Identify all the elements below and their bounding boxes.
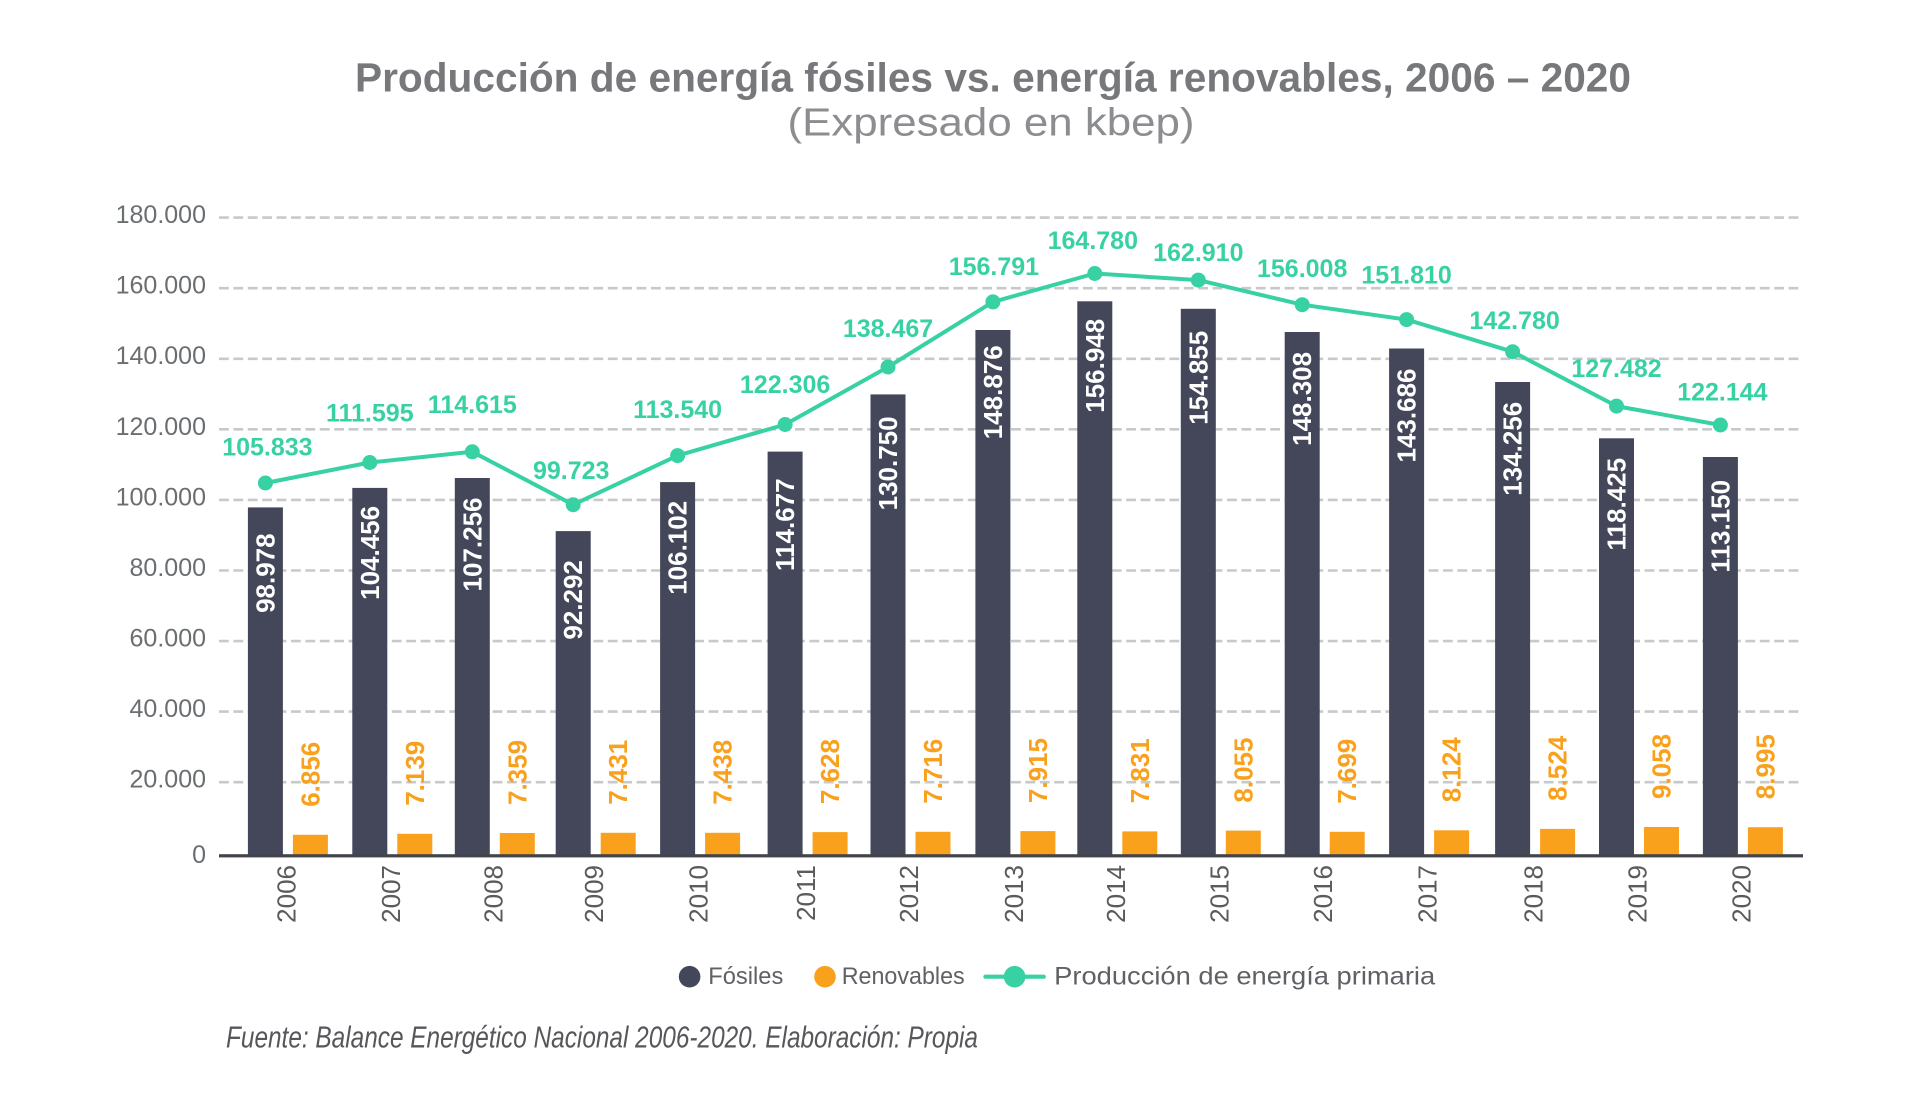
svg-text:130.750: 130.750 xyxy=(873,416,903,510)
svg-text:151.810: 151.810 xyxy=(1361,262,1451,290)
svg-text:7.831: 7.831 xyxy=(1125,738,1155,803)
svg-text:98.978: 98.978 xyxy=(250,533,280,613)
svg-text:2013: 2013 xyxy=(999,865,1029,923)
svg-text:140.000: 140.000 xyxy=(116,342,206,370)
svg-text:8.995: 8.995 xyxy=(1750,734,1780,799)
svg-text:2007: 2007 xyxy=(376,865,406,923)
svg-text:154.855: 154.855 xyxy=(1183,331,1213,425)
svg-text:2016: 2016 xyxy=(1308,865,1338,923)
svg-text:2006: 2006 xyxy=(271,865,301,923)
svg-text:Renovables: Renovables xyxy=(842,963,965,990)
svg-text:156.008: 156.008 xyxy=(1257,255,1347,283)
svg-text:104.456: 104.456 xyxy=(355,506,385,600)
svg-text:122.144: 122.144 xyxy=(1677,379,1767,407)
svg-text:Fósiles: Fósiles xyxy=(708,963,783,990)
svg-text:20.000: 20.000 xyxy=(130,766,206,794)
svg-text:9.058: 9.058 xyxy=(1647,734,1677,799)
svg-text:(Expresado en kbep): (Expresado en kbep) xyxy=(788,101,1195,144)
svg-text:0: 0 xyxy=(192,841,206,869)
svg-text:148.308: 148.308 xyxy=(1287,352,1317,446)
svg-text:2014: 2014 xyxy=(1101,865,1131,923)
svg-text:7.628: 7.628 xyxy=(815,739,845,804)
svg-text:7.139: 7.139 xyxy=(400,741,430,806)
svg-text:114.615: 114.615 xyxy=(428,391,517,419)
svg-text:2012: 2012 xyxy=(894,865,924,923)
svg-text:2009: 2009 xyxy=(579,865,609,923)
svg-text:2017: 2017 xyxy=(1413,865,1443,923)
svg-text:8.055: 8.055 xyxy=(1228,738,1258,803)
svg-text:Producción de energía primaria: Producción de energía primaria xyxy=(1054,963,1435,991)
svg-text:148.876: 148.876 xyxy=(978,345,1008,439)
svg-text:40.000: 40.000 xyxy=(130,695,206,723)
svg-text:7.359: 7.359 xyxy=(502,740,532,805)
svg-text:2008: 2008 xyxy=(478,865,508,923)
svg-text:111.595: 111.595 xyxy=(326,400,414,428)
svg-text:105.833: 105.833 xyxy=(222,434,312,462)
svg-text:120.000: 120.000 xyxy=(116,413,206,441)
svg-text:156.791: 156.791 xyxy=(949,253,1039,281)
svg-text:7.716: 7.716 xyxy=(918,739,948,804)
svg-text:100.000: 100.000 xyxy=(116,483,206,511)
svg-text:6.856: 6.856 xyxy=(295,742,325,807)
svg-text:113.540: 113.540 xyxy=(633,396,722,424)
svg-text:2020: 2020 xyxy=(1726,865,1756,923)
svg-text:99.723: 99.723 xyxy=(533,457,609,485)
svg-text:7.431: 7.431 xyxy=(603,740,633,805)
svg-text:2015: 2015 xyxy=(1204,865,1234,923)
svg-text:7.438: 7.438 xyxy=(708,740,738,805)
svg-text:106.102: 106.102 xyxy=(663,501,693,595)
svg-text:7.915: 7.915 xyxy=(1023,738,1053,803)
svg-text:164.780: 164.780 xyxy=(1048,227,1138,255)
svg-text:114.677: 114.677 xyxy=(770,478,800,571)
svg-text:2010: 2010 xyxy=(684,865,714,923)
svg-text:2019: 2019 xyxy=(1623,865,1653,923)
svg-text:Fuente: Balance Energético Nac: Fuente: Balance Energético Nacional 2006… xyxy=(226,1020,978,1055)
svg-text:113.150: 113.150 xyxy=(1705,480,1735,573)
svg-text:160.000: 160.000 xyxy=(116,272,206,300)
svg-text:7.699: 7.699 xyxy=(1332,739,1362,804)
svg-text:2011: 2011 xyxy=(791,865,821,921)
svg-text:156.948: 156.948 xyxy=(1080,319,1110,413)
svg-text:Producción de energía fósiles: Producción de energía fósiles vs. energí… xyxy=(355,55,1631,101)
svg-text:134.256: 134.256 xyxy=(1498,402,1528,496)
svg-text:138.467: 138.467 xyxy=(843,315,933,343)
svg-text:92.292: 92.292 xyxy=(558,560,588,640)
svg-text:142.780: 142.780 xyxy=(1469,307,1559,335)
svg-text:143.686: 143.686 xyxy=(1392,369,1422,463)
svg-text:180.000: 180.000 xyxy=(116,201,206,229)
svg-text:107.256: 107.256 xyxy=(457,498,487,592)
svg-text:60.000: 60.000 xyxy=(130,625,206,653)
svg-text:162.910: 162.910 xyxy=(1153,239,1243,267)
svg-text:80.000: 80.000 xyxy=(130,554,206,582)
svg-text:127.482: 127.482 xyxy=(1571,355,1661,383)
svg-text:2018: 2018 xyxy=(1519,865,1549,923)
svg-text:8.124: 8.124 xyxy=(1437,737,1467,803)
svg-text:122.306: 122.306 xyxy=(740,371,830,399)
svg-text:118.425: 118.425 xyxy=(1602,458,1632,551)
svg-text:8.524: 8.524 xyxy=(1543,735,1573,801)
